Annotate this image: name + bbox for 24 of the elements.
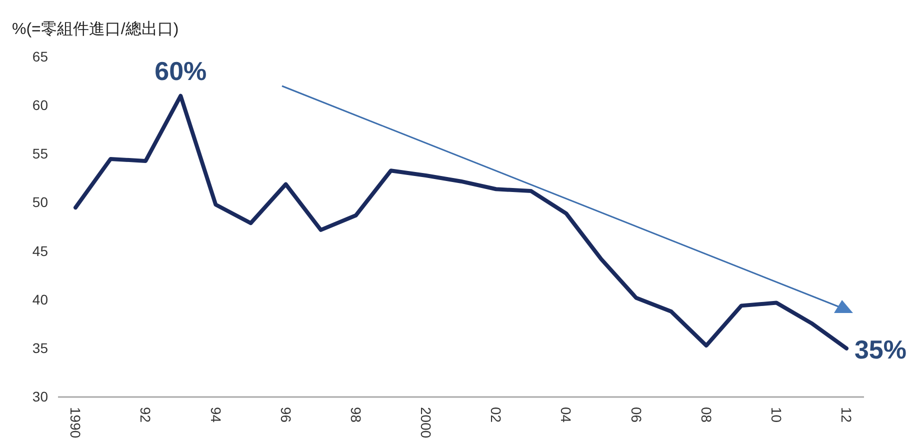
annotation: 35% [854,334,907,364]
y-tick-label: 45 [32,242,48,259]
y-tick-label: 65 [32,48,48,64]
line-series [74,94,848,350]
y-tick-label: 35 [32,340,48,356]
x-tick-label: 12 [838,407,855,423]
x-tick-label: 10 [768,407,784,423]
y-tick-label: 50 [32,194,48,210]
x-tick-label: 96 [278,407,294,423]
y-tick-label: 40 [32,291,48,308]
y-tick-label: 30 [32,388,48,404]
x-tick-label: 02 [488,407,504,423]
x-tick-label: 94 [208,407,224,423]
x-tick-label: 1990 [68,407,84,438]
annotation: 60% [154,56,207,86]
x-tick-label: 2000 [418,407,434,438]
y-tick-label: 55 [32,146,48,162]
x-tick-label: 98 [348,407,364,423]
x-tick-label: 92 [138,407,154,423]
y-axis-title: %(=零組件進口/總出口) [12,20,179,38]
x-tick-label: 04 [558,407,574,423]
y-tick-label: 60 [32,97,48,114]
x-tick-label: 06 [628,407,644,423]
x-tick-label: 08 [698,407,714,423]
